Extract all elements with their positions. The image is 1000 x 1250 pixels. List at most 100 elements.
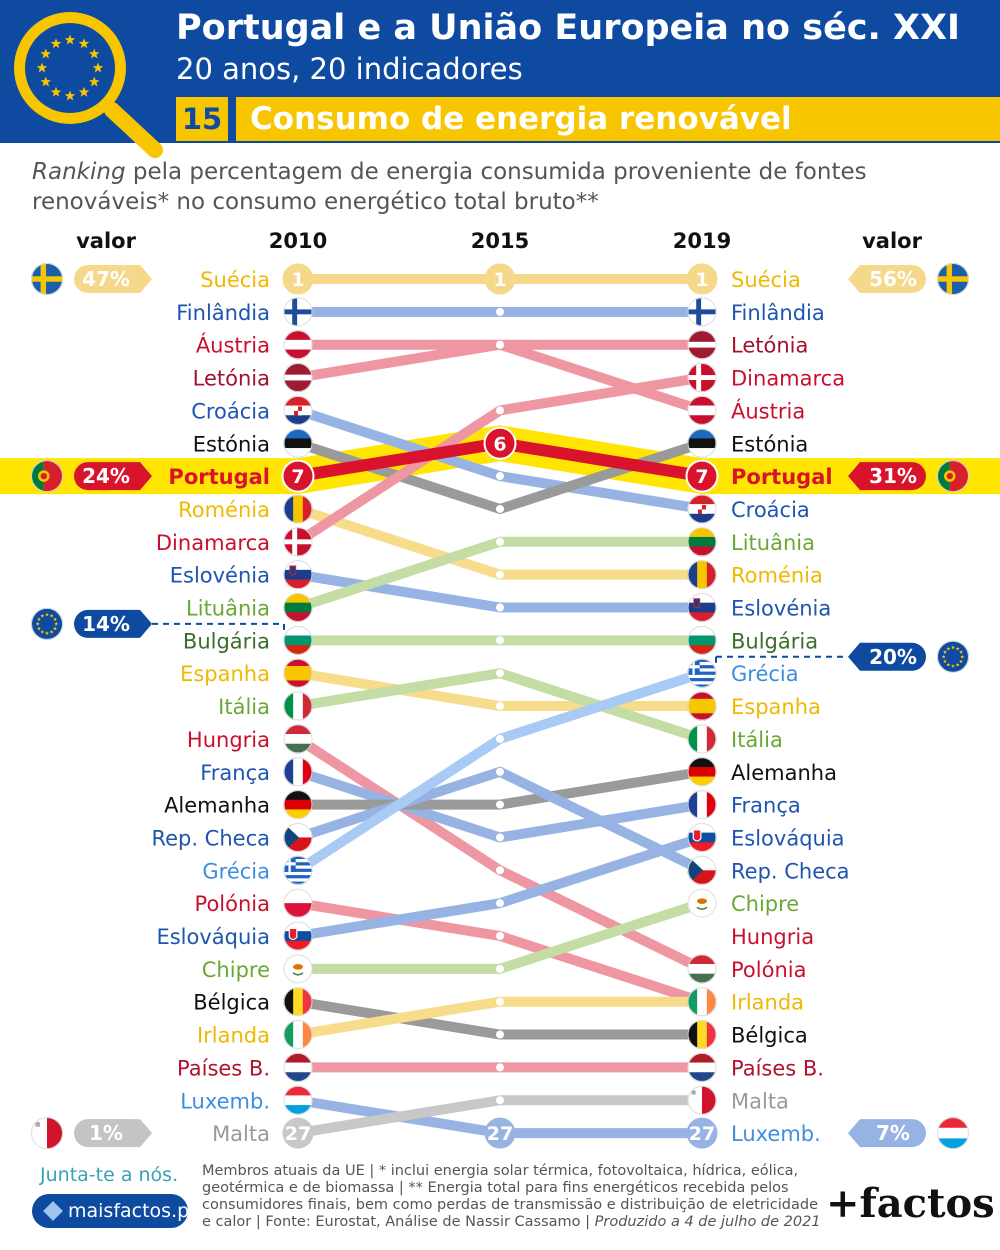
flag-se-icon: [937, 263, 969, 295]
rank-label-left-mt: 27: [285, 1123, 311, 1145]
flag-lt-icon: [283, 593, 313, 622]
site-link-button[interactable]: maisfactos.pt: [32, 1194, 197, 1228]
right-label-ro: Roménia: [731, 564, 823, 588]
right-label-it: Itália: [731, 728, 783, 752]
marker-2015-sk: [496, 899, 504, 908]
flag-de-icon: [283, 790, 313, 820]
header-banner: Portugal e a União Europeia no séc. XXI …: [0, 0, 1000, 158]
year-header-2010: 2010: [269, 229, 327, 253]
right-label-ee: Estónia: [731, 432, 808, 456]
flag-sk-icon: [283, 921, 313, 951]
value-label-left-pt: 24%: [82, 464, 130, 488]
right-label-lu: Luxemb.: [731, 1122, 821, 1146]
eu-magnifier-icon: [14, 12, 163, 158]
marker-2015-dk: [496, 406, 504, 415]
flag-nl-icon: [283, 1052, 313, 1082]
marker-2015-lu: [484, 1117, 516, 1149]
brand-logo: +factos: [826, 1180, 995, 1227]
rank-label-left-se: 1: [291, 269, 304, 291]
right-label-cy: Chipre: [731, 892, 799, 916]
flag-be-icon: [283, 987, 313, 1017]
flag-gr-icon: [687, 658, 717, 688]
left-label-at: Áustria: [196, 333, 270, 358]
marker-2015-ie: [496, 997, 504, 1006]
chart-description: Ranking pela percentagem de energia cons…: [32, 157, 972, 217]
left-label-de: Alemanha: [164, 794, 270, 818]
marker-2015-fr: [496, 833, 504, 842]
right-label-hu: Hungria: [731, 925, 814, 949]
flag-fr-icon: [283, 757, 313, 787]
flag-ro-icon: [687, 560, 717, 590]
flag-si-icon: [687, 593, 717, 622]
right-label-nl: Países B.: [731, 1056, 824, 1080]
right-label-bg: Bulgária: [731, 629, 818, 653]
indicator-number: 15: [176, 97, 228, 141]
right-label-hr: Croácia: [731, 498, 810, 522]
description-italic: Ranking: [32, 159, 126, 185]
left-label-gr: Grécia: [202, 859, 270, 883]
left-label-dk: Dinamarca: [156, 531, 270, 555]
flag-fr-icon: [687, 790, 717, 820]
left-label-fr: França: [200, 761, 270, 785]
footer-note: Membros atuais da UE | * inclui energia …: [202, 1163, 822, 1231]
rank-badge-left-se: [282, 263, 314, 295]
value-label-right-lu: 7%: [876, 1121, 910, 1145]
flag-at-icon: [687, 395, 717, 425]
right-label-pl: Polónia: [731, 958, 806, 982]
rank-badge-left-mt: [282, 1117, 314, 1149]
flag-ro-icon: [283, 494, 313, 524]
value-pill-right-se: 56%: [848, 263, 969, 295]
flag-hu-icon: [687, 954, 717, 984]
marker-2015-de: [496, 800, 504, 809]
flag-pl-icon: [283, 888, 313, 918]
flag-gr-icon: [283, 855, 313, 885]
left-label-cy: Chipre: [202, 958, 270, 982]
left-label-bg: Bulgária: [183, 629, 270, 653]
value-pill-left-mt: 1%: [31, 1117, 152, 1150]
left-label-lv: Letónia: [193, 367, 270, 391]
flag-pt-icon: [937, 460, 969, 493]
year-header-2019: 2019: [673, 229, 731, 253]
marker-2015-lt: [496, 537, 504, 546]
value-pill-left-pt: 24%: [31, 460, 152, 493]
rank-label-2015-lu: 27: [487, 1123, 513, 1145]
right-label-gr: Grécia: [731, 662, 799, 686]
rank-badge-right-se: [686, 263, 718, 295]
left-label-ro: Roménia: [178, 498, 270, 522]
right-label-sk: Eslováquia: [731, 826, 845, 850]
left-label-si: Eslovénia: [170, 564, 270, 588]
flag-de-icon: [687, 757, 717, 787]
right-label-ie: Irlanda: [731, 991, 804, 1015]
value-header-right: valor: [862, 229, 922, 253]
flag-mt-icon: [31, 1117, 63, 1150]
right-label-at: Áustria: [731, 398, 805, 423]
flag-it-icon: [283, 691, 313, 721]
marker-2015-pl: [496, 932, 504, 940]
rank-badge-right-pt: [685, 459, 719, 493]
flag-ee-icon: [687, 428, 717, 458]
marker-2015-hu: [496, 866, 504, 875]
left-label-pt: Portugal: [168, 465, 270, 489]
right-label-es: Espanha: [731, 695, 821, 719]
flag-se-icon: [31, 263, 63, 295]
rank-label-left-pt: 7: [291, 466, 304, 488]
value-label-right-pt: 31%: [869, 464, 917, 488]
flag-es-icon: [687, 691, 717, 721]
flag-sk-icon: [687, 822, 717, 852]
rank-label-2015-pt: 6: [493, 433, 506, 455]
right-label-lt: Lituânia: [731, 531, 815, 555]
flag-eu-icon: [937, 640, 969, 673]
right-label-be: Bélgica: [731, 1024, 808, 1048]
flag-lt-icon: [687, 527, 717, 557]
page-subtitle: 20 anos, 20 indicadores: [176, 52, 523, 86]
left-label-ie: Irlanda: [197, 1024, 270, 1048]
right-label-mt: Malta: [731, 1089, 789, 1113]
flag-mt-icon: [687, 1085, 717, 1115]
right-label-si: Eslovénia: [731, 597, 831, 621]
marker-2015-se: [484, 263, 516, 295]
value-label-left-eu: 14%: [82, 612, 130, 636]
flag-es-icon: [283, 658, 313, 688]
marker-2015-hr: [496, 472, 504, 481]
year-header-2015: 2015: [471, 229, 529, 253]
